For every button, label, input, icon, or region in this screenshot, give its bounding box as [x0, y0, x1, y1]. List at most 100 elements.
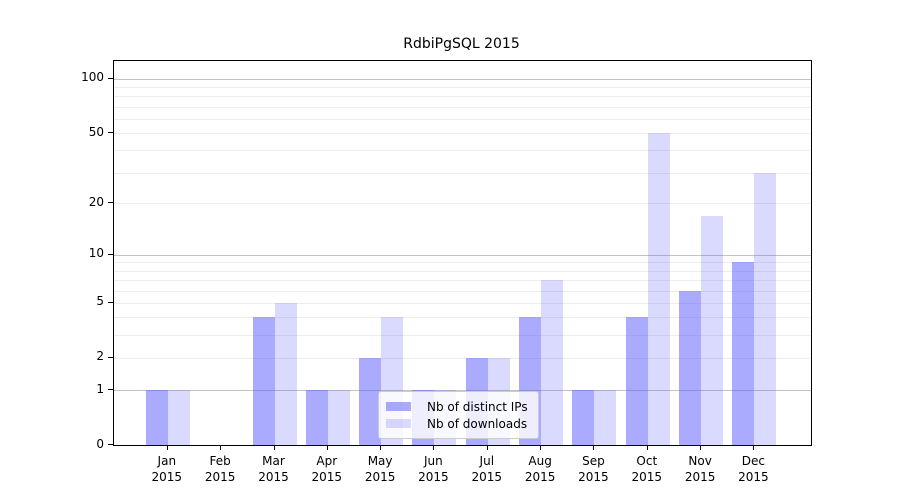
legend-label-downloads: Nb of downloads: [427, 416, 528, 431]
year-label: 2015: [578, 470, 609, 484]
year-label: 2015: [684, 470, 716, 484]
year-label: 2015: [418, 470, 449, 484]
y-tick-label: 50: [88, 124, 104, 139]
month-label: Nov: [688, 454, 712, 468]
bar-ips-apr: [305, 390, 328, 445]
gridline-minor: [114, 317, 811, 319]
x-tick-mark: [326, 445, 328, 450]
month-label: Aug: [528, 454, 552, 468]
chart-title: RdbiPgSQL 2015: [403, 36, 520, 52]
legend-swatch-distinct-ips: [386, 402, 411, 411]
y-tick-label: 5: [96, 294, 104, 309]
gridline-minor: [114, 280, 811, 281]
x-tick-mark: [753, 445, 755, 450]
x-tick-mark: [380, 445, 382, 450]
y-tick-mark: [108, 77, 113, 79]
gridline-minor: [114, 150, 811, 152]
year-label: 2015: [631, 470, 663, 484]
gridline-minor: [114, 290, 811, 292]
gridline-minor: [114, 203, 811, 205]
y-tick-label: 0: [96, 436, 104, 451]
year-label: 2015: [204, 470, 236, 484]
bar-ips-sep: [572, 390, 595, 445]
x-tick-mark: [220, 445, 222, 450]
bar-ips-jan: [145, 390, 168, 445]
x-tick-mark: [273, 445, 275, 450]
x-tick-label-mar: Mar 2015: [247, 453, 301, 485]
y-tick-label: 20: [88, 194, 104, 209]
month-label: Mar: [262, 454, 285, 468]
gridline-minor: [114, 133, 811, 134]
month-label: Feb: [209, 454, 231, 468]
bar-downloads-nov: [701, 215, 724, 445]
x-tick-mark: [486, 445, 488, 450]
y-tick-mark: [108, 301, 113, 303]
month-label: Jan: [157, 454, 177, 468]
year-label: 2015: [258, 470, 289, 484]
gridline-minor: [114, 118, 811, 120]
legend-entry-distinct-ips: Nb of distinct IPs: [386, 398, 528, 415]
bar-ips-oct: [625, 317, 648, 445]
y-tick-mark: [108, 356, 113, 358]
gridline-minor: [114, 87, 811, 89]
y-tick-mark: [108, 253, 113, 255]
y-tick-label: 100: [81, 70, 104, 85]
bar-downloads-mar: [274, 302, 297, 445]
year-label: 2015: [471, 470, 503, 484]
x-tick-mark: [646, 445, 648, 450]
bar-downloads-sep: [594, 390, 617, 445]
month-label: Oct: [636, 454, 658, 468]
x-tick-label-apr: Apr 2015: [300, 453, 354, 485]
year-label: 2015: [738, 470, 769, 484]
y-tick-mark: [108, 132, 113, 133]
month-label: Jul: [479, 454, 495, 468]
x-tick-label-feb: Feb 2015: [193, 453, 247, 485]
x-tick-label-may: May 2015: [353, 453, 407, 485]
gridline-minor: [114, 106, 811, 108]
bar-downloads-jan: [167, 390, 190, 445]
y-tick-mark: [108, 444, 113, 445]
gridline-minor: [114, 262, 811, 264]
bar-ips-may: [359, 357, 382, 445]
x-tick-mark: [593, 445, 595, 450]
x-tick-label-jan: Jan 2015: [140, 453, 194, 485]
bar-downloads-oct: [647, 133, 670, 445]
gridline-major: [114, 254, 811, 256]
bar-ips-mar: [252, 317, 275, 445]
bar-ips-nov: [679, 290, 702, 445]
x-tick-label-jul: Jul 2015: [460, 453, 514, 485]
month-label: May: [367, 454, 393, 468]
bar-downloads-dec: [754, 172, 777, 445]
gridline-major: [114, 390, 811, 391]
y-tick-label: 10: [88, 246, 104, 261]
gridline-minor: [114, 270, 811, 272]
year-label: 2015: [364, 470, 396, 484]
x-tick-mark: [540, 445, 542, 450]
gridline-minor: [114, 357, 811, 359]
month-label: Apr: [316, 454, 338, 468]
y-tick-mark: [108, 202, 113, 204]
plot-area: Nb of distinct IPs Nb of downloads: [113, 60, 812, 446]
gridline-major: [114, 78, 811, 80]
x-tick-label-nov: Nov 2015: [673, 453, 727, 485]
gridline-minor: [114, 335, 811, 336]
x-tick-mark: [166, 445, 168, 450]
x-tick-label-dec: Dec 2015: [726, 453, 780, 485]
y-tick-label: 2: [96, 349, 104, 364]
x-tick-label-aug: Aug 2015: [513, 453, 567, 485]
gridline-minor: [114, 96, 811, 98]
x-tick-mark: [433, 445, 435, 450]
gridline-minor: [114, 302, 811, 304]
bar-ips-dec: [732, 262, 755, 445]
y-tick-label: 1: [96, 381, 104, 396]
gridline-minor: [114, 172, 811, 174]
bar-downloads-aug: [541, 280, 564, 445]
month-label: Jun: [424, 454, 443, 468]
x-tick-label-sep: Sep 2015: [566, 453, 620, 485]
legend: Nb of distinct IPs Nb of downloads: [378, 391, 539, 439]
month-label: Sep: [582, 454, 605, 468]
legend-label-distinct-ips: Nb of distinct IPs: [427, 399, 528, 414]
bar-downloads-apr: [327, 390, 350, 445]
x-tick-label-jun: Jun 2015: [406, 453, 460, 485]
